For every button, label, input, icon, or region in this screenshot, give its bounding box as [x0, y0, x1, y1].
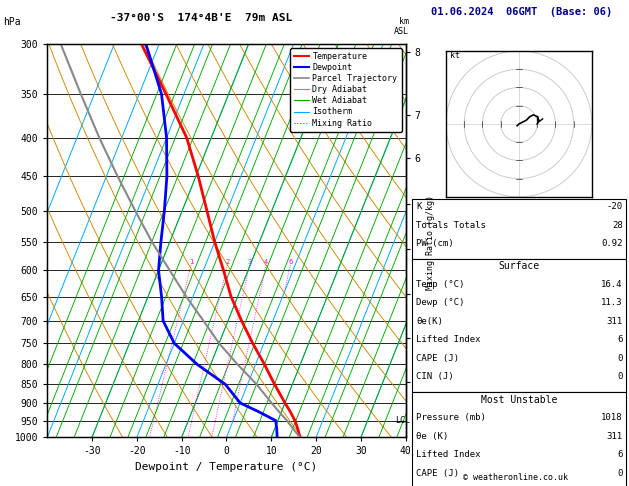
- Text: -20: -20: [606, 202, 623, 211]
- Text: 3: 3: [248, 259, 252, 265]
- Text: hPa: hPa: [3, 17, 21, 27]
- Text: kt: kt: [450, 52, 460, 60]
- Text: CAPE (J): CAPE (J): [416, 354, 459, 363]
- Legend: Temperature, Dewpoint, Parcel Trajectory, Dry Adiabat, Wet Adiabat, Isotherm, Mi: Temperature, Dewpoint, Parcel Trajectory…: [290, 48, 401, 132]
- Text: Lifted Index: Lifted Index: [416, 335, 481, 345]
- Text: 01.06.2024  06GMT  (Base: 06): 01.06.2024 06GMT (Base: 06): [431, 7, 613, 17]
- Text: CAPE (J): CAPE (J): [416, 469, 459, 478]
- Text: Pressure (mb): Pressure (mb): [416, 413, 486, 422]
- Text: 4: 4: [264, 259, 268, 265]
- Text: LCL: LCL: [395, 416, 410, 425]
- Text: 311: 311: [606, 432, 623, 441]
- Text: Temp (°C): Temp (°C): [416, 280, 465, 289]
- Text: 0: 0: [617, 372, 623, 382]
- Text: Mixing Ratio (g/kg): Mixing Ratio (g/kg): [426, 195, 435, 291]
- Text: -37°00'S  174°4B'E  79m ASL: -37°00'S 174°4B'E 79m ASL: [110, 13, 292, 23]
- Text: 0: 0: [617, 469, 623, 478]
- Text: 0: 0: [617, 354, 623, 363]
- Text: 1: 1: [189, 259, 193, 265]
- Text: 2: 2: [225, 259, 230, 265]
- Text: © weatheronline.co.uk: © weatheronline.co.uk: [464, 473, 568, 482]
- Text: 6: 6: [617, 450, 623, 459]
- Text: 6: 6: [288, 259, 292, 265]
- Text: 16.4: 16.4: [601, 280, 623, 289]
- Text: 11.3: 11.3: [601, 298, 623, 308]
- Text: Dewp (°C): Dewp (°C): [416, 298, 465, 308]
- Text: K: K: [416, 202, 422, 211]
- Text: Lifted Index: Lifted Index: [416, 450, 481, 459]
- Text: θe (K): θe (K): [416, 432, 448, 441]
- Text: km
ASL: km ASL: [394, 17, 409, 36]
- Text: 0.92: 0.92: [601, 239, 623, 248]
- Text: θe(K): θe(K): [416, 317, 443, 326]
- Text: CIN (J): CIN (J): [416, 372, 454, 382]
- Text: Totals Totals: Totals Totals: [416, 221, 486, 230]
- Text: 1018: 1018: [601, 413, 623, 422]
- Text: PW (cm): PW (cm): [416, 239, 454, 248]
- Text: 28: 28: [612, 221, 623, 230]
- Text: 311: 311: [606, 317, 623, 326]
- Text: 6: 6: [617, 335, 623, 345]
- Text: Surface: Surface: [498, 261, 540, 272]
- Text: Most Unstable: Most Unstable: [481, 395, 557, 405]
- X-axis label: Dewpoint / Temperature (°C): Dewpoint / Temperature (°C): [135, 462, 318, 472]
